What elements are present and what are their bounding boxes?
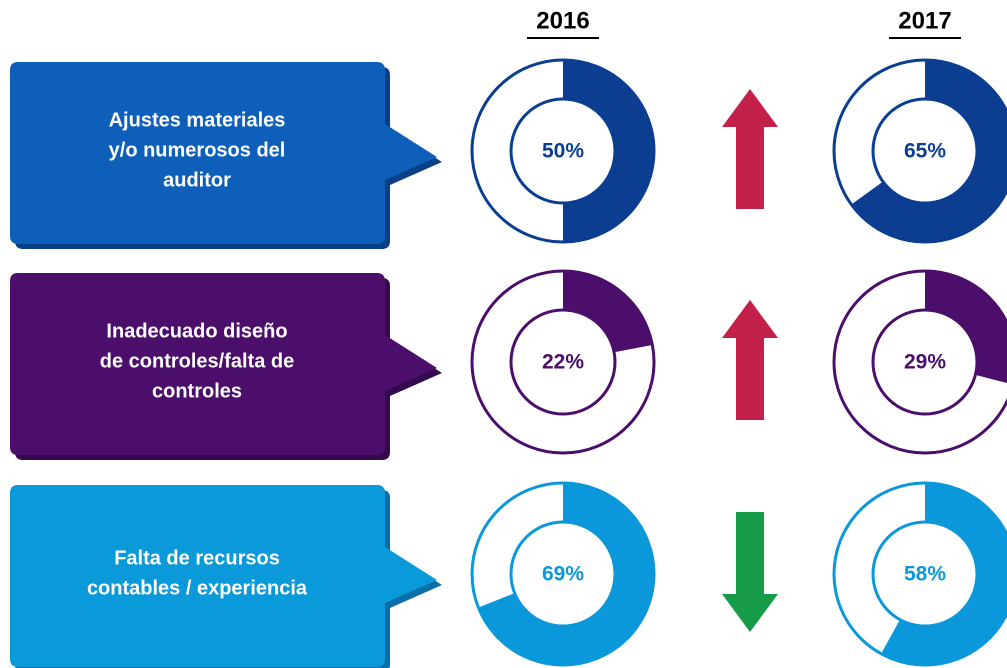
year-header: 2016: [536, 7, 589, 34]
donut-wedge: [851, 60, 1007, 242]
donut-label: 65%: [904, 140, 946, 163]
callout-label: auditor: [163, 169, 231, 191]
callout-box: [10, 485, 437, 667]
donut-wedge: [925, 271, 1007, 384]
callout-label: controles: [152, 380, 242, 402]
callout-label: y/o numerosos del: [109, 139, 286, 161]
donut-label: 29%: [904, 351, 946, 374]
trend-arrow: [722, 512, 778, 632]
donut-center: [509, 308, 617, 416]
donut-center: [871, 97, 979, 205]
year-header: 2017: [898, 7, 951, 34]
donut-label: 69%: [542, 563, 584, 586]
donut-wedge: [563, 60, 654, 242]
donut-wedge: [478, 483, 654, 665]
callout-box: [10, 62, 437, 244]
donut-label: 58%: [904, 563, 946, 586]
donut-wedge: [563, 271, 653, 353]
donut-center: [871, 520, 979, 628]
trend-arrow: [722, 300, 778, 420]
donut-label: 22%: [542, 351, 584, 374]
callout-label: de controles/falta de: [100, 350, 295, 372]
callout-label: Falta de recursos: [114, 547, 280, 569]
callout-label: Inadecuado diseño: [106, 320, 287, 342]
callout-label: contables / experiencia: [87, 577, 308, 599]
donut-wedge: [881, 483, 1007, 665]
callout-box: [10, 273, 437, 455]
donut-center: [509, 97, 617, 205]
trend-arrow: [722, 89, 778, 209]
donut-label: 50%: [542, 140, 584, 163]
donut-center: [509, 520, 617, 628]
callout-label: Ajustes materiales: [109, 109, 286, 131]
donut-center: [871, 308, 979, 416]
